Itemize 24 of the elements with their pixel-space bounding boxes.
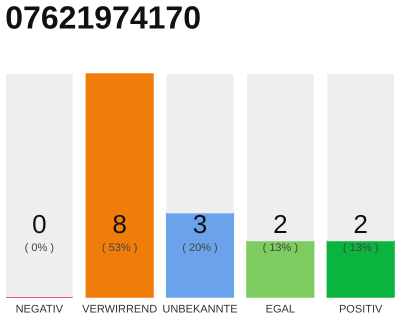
bar <box>166 212 234 298</box>
annotation: ( 0% ) <box>24 242 54 254</box>
data-label: 0 <box>32 209 47 239</box>
bar <box>166 74 234 214</box>
x-tick-label: EGAL <box>266 304 296 316</box>
annotation: ( 13% ) <box>342 242 378 254</box>
bar <box>246 240 314 298</box>
bar <box>326 240 395 298</box>
annotation: ( 13% ) <box>262 242 298 254</box>
annotation: ( 20% ) <box>182 242 218 254</box>
data-label: 2 <box>273 209 288 239</box>
data-label: 3 <box>192 209 208 239</box>
x-tick-label: NEGATIV <box>16 304 64 316</box>
x-tick-label: VERWIRREND <box>82 304 158 316</box>
bar <box>6 74 73 297</box>
data-label: 2 <box>353 209 368 239</box>
data-label: 8 <box>112 209 127 239</box>
x-tick-label: POSITIV <box>338 304 384 316</box>
bar <box>327 74 394 242</box>
x-tick-label: UNBEKANNTE <box>162 304 238 316</box>
bar <box>86 73 154 298</box>
chart-title: 07621974170 <box>5 0 202 36</box>
annotation: ( 53% ) <box>102 242 138 254</box>
bar <box>246 74 314 242</box>
